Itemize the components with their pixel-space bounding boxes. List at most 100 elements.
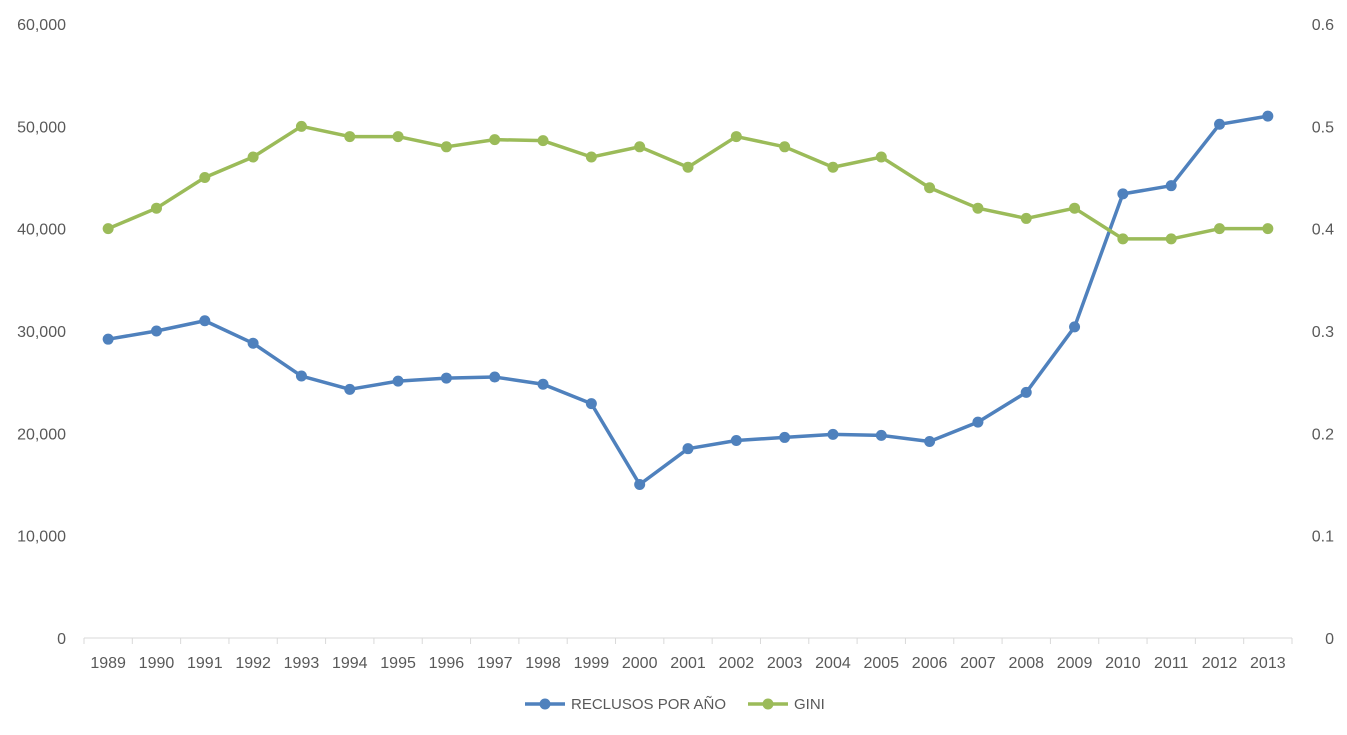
data-point-gini [392, 131, 404, 143]
x-axis-tick-label: 1998 [525, 655, 561, 672]
data-point-gini [924, 182, 936, 194]
data-point-reclusos [875, 429, 887, 441]
data-point-gini [344, 131, 356, 143]
data-point-gini [1069, 202, 1081, 214]
legend-item-gini: GINI [748, 696, 825, 713]
data-point-gini [102, 223, 114, 235]
left-y-axis: 0 10,000 20,000 30,000 40,000 50,000 60,000 [17, 17, 66, 648]
series-layer [102, 110, 1274, 490]
data-point-reclusos [1020, 386, 1032, 398]
data-point-reclusos [344, 383, 356, 395]
data-point-gini [730, 131, 742, 143]
left-axis-tick-label: 60,000 [17, 17, 66, 34]
legend-label: RECLUSOS POR AÑO [571, 696, 726, 713]
x-axis-tick-label: 1993 [284, 655, 320, 672]
data-point-gini [1020, 212, 1032, 224]
right-axis-tick-label: 0.6 [1312, 17, 1334, 34]
left-axis-tick-label: 50,000 [17, 119, 66, 136]
x-axis-tick-label: 2001 [670, 655, 706, 672]
data-point-reclusos [924, 436, 936, 448]
data-point-reclusos [827, 428, 839, 440]
data-point-gini [489, 134, 501, 146]
data-point-reclusos [682, 443, 694, 455]
data-point-reclusos [489, 371, 501, 383]
data-point-gini [150, 202, 162, 214]
legend-swatch-marker [539, 698, 551, 710]
data-point-gini [199, 172, 211, 183]
data-point-reclusos [1165, 180, 1177, 192]
data-point-reclusos [199, 315, 211, 327]
data-point-reclusos [1214, 118, 1226, 130]
data-point-reclusos [537, 378, 549, 390]
left-axis-tick-label: 10,000 [17, 529, 66, 546]
x-axis-tick-label: 1990 [139, 655, 175, 672]
data-point-gini [1262, 223, 1274, 235]
x-axis: 1989 1990 1991 1992 1993 1994 1995 1996 1997 1998… [83, 637, 1293, 672]
x-axis-tick-label: 1992 [235, 655, 271, 672]
x-axis-tick-label: 1991 [187, 655, 223, 672]
legend-label: GINI [794, 696, 825, 713]
x-axis-tick-label: 1999 [574, 655, 610, 672]
x-axis-tick-label: 2006 [912, 655, 948, 672]
x-axis-tick-label: 2011 [1154, 655, 1189, 672]
x-axis-tick-label: 2013 [1250, 655, 1286, 672]
x-axis-tick-label: 1989 [90, 655, 126, 672]
right-axis-tick-label: 0 [1325, 631, 1334, 648]
data-point-gini [682, 161, 694, 173]
data-point-gini [1214, 223, 1226, 235]
left-axis-tick-label: 20,000 [17, 426, 66, 443]
x-axis-tick-label: 2004 [815, 655, 851, 672]
x-axis-tick-label: 2007 [960, 655, 996, 672]
data-point-reclusos [440, 372, 452, 384]
data-point-gini [247, 151, 259, 163]
data-point-gini [585, 151, 597, 163]
data-point-reclusos [730, 434, 742, 446]
data-point-gini [537, 135, 549, 147]
right-axis-tick-label: 0.5 [1312, 119, 1334, 136]
x-axis-tick-label: 1995 [380, 655, 416, 672]
x-axis-tick-label: 2010 [1105, 655, 1141, 672]
data-point-reclusos [1262, 110, 1274, 122]
data-point-gini [875, 151, 887, 163]
data-point-reclusos [1069, 321, 1081, 333]
data-point-gini [634, 141, 646, 153]
right-y-axis: 0 0.1 0.2 0.3 0.4 0.5 0.6 [1312, 17, 1334, 648]
x-axis-tick-label: 2005 [863, 655, 899, 672]
right-axis-tick-label: 0.1 [1312, 529, 1334, 546]
left-axis-tick-label: 0 [57, 631, 66, 648]
left-axis-tick-label: 30,000 [17, 324, 66, 341]
x-axis-tick-label: 2009 [1057, 655, 1093, 672]
x-axis-tick-label: 2000 [622, 655, 658, 672]
right-axis-tick-label: 0.3 [1312, 324, 1334, 341]
data-point-reclusos [779, 431, 791, 443]
data-point-reclusos [102, 333, 114, 345]
x-axis-tick-label: 1996 [429, 655, 465, 672]
data-point-reclusos [150, 325, 162, 337]
series-line-gini [106, 124, 1270, 241]
data-point-gini [295, 120, 307, 132]
x-axis-tick-label: 1997 [477, 655, 513, 672]
data-point-gini [827, 161, 839, 173]
x-axis-tick-label: 2003 [767, 655, 803, 672]
x-axis-tick-label: 2012 [1202, 655, 1238, 672]
data-point-gini [440, 141, 452, 153]
data-point-reclusos [972, 416, 984, 428]
legend: RECLUSOS POR AÑO GINI [525, 696, 825, 713]
data-point-gini [1165, 233, 1177, 245]
data-point-reclusos [247, 337, 259, 349]
data-point-reclusos [634, 479, 646, 490]
right-axis-tick-label: 0.4 [1312, 222, 1334, 239]
left-axis-tick-label: 40,000 [17, 222, 66, 239]
data-point-gini [779, 141, 791, 153]
right-axis-tick-label: 0.2 [1312, 426, 1334, 443]
x-axis-tick-label: 2008 [1008, 655, 1044, 672]
x-axis-tick-label: 2002 [719, 655, 755, 672]
data-point-gini [1117, 233, 1129, 245]
data-point-gini [972, 202, 984, 214]
x-axis-tick-label: 1994 [332, 655, 368, 672]
legend-swatch-marker [762, 698, 774, 710]
data-point-reclusos [585, 398, 597, 410]
data-point-reclusos [1117, 188, 1129, 200]
